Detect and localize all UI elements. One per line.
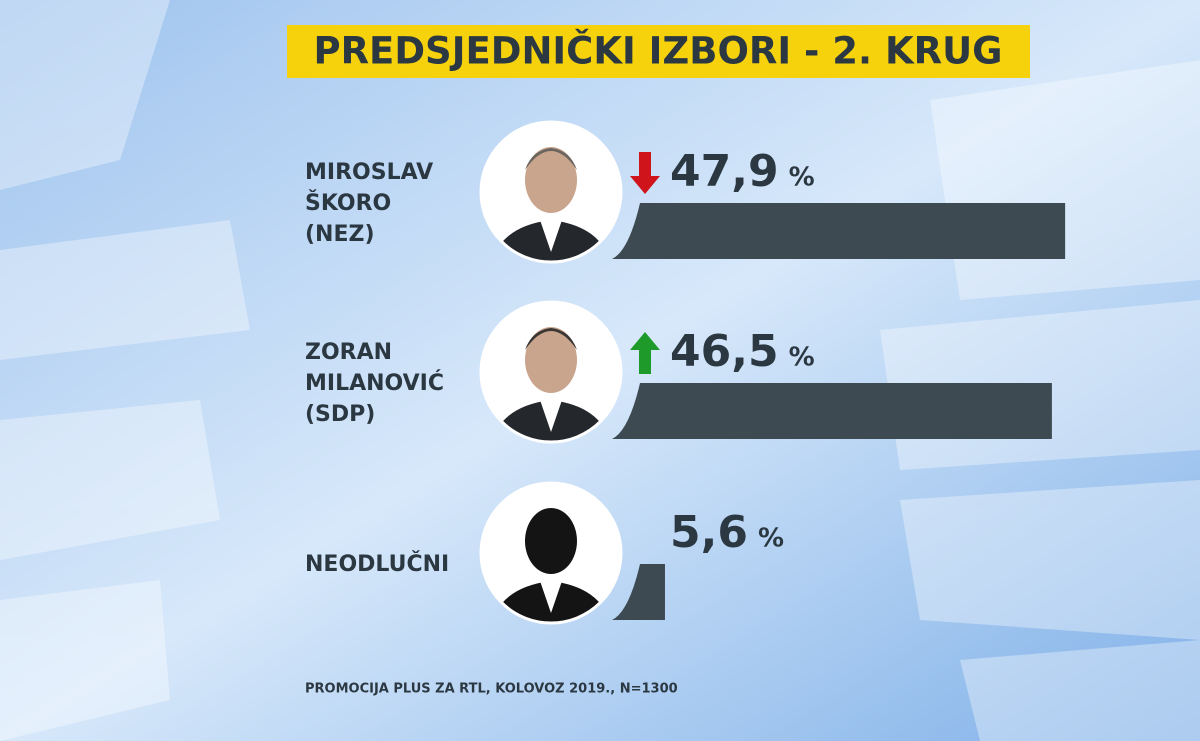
chart-title: PREDSJEDNIČKI IZBORI - 2. KRUG — [313, 29, 1002, 73]
source: PROMOCIJA PLUS ZA RTL, KOLOVOZ 2019., N=… — [305, 682, 678, 697]
hair — [525, 328, 577, 350]
portrait-ring — [479, 481, 623, 625]
category-label: MIROSLAV — [305, 160, 433, 185]
category-label: (NEZ) — [305, 222, 375, 247]
head — [525, 327, 577, 393]
unit-label: % — [789, 163, 815, 193]
category-label: ZORAN — [305, 340, 392, 365]
title-box — [287, 25, 1030, 78]
hair — [525, 148, 577, 170]
trend-arrow — [630, 152, 660, 194]
shirt — [540, 220, 562, 252]
portrait — [481, 483, 621, 623]
bar — [612, 564, 665, 620]
value-label: 46,5 — [670, 326, 779, 377]
portrait-ring — [479, 120, 623, 264]
category-label: MILANOVIĆ — [305, 370, 444, 396]
head — [525, 147, 577, 213]
unit-label: % — [789, 343, 815, 373]
category-label: ŠKORO — [305, 190, 391, 216]
bar — [612, 203, 1066, 259]
trend-arrow — [630, 332, 660, 374]
shirt — [540, 581, 562, 613]
category-label: NEODLUČNI — [305, 551, 449, 577]
portrait-ring — [479, 300, 623, 444]
value-label: 5,6 — [670, 507, 748, 558]
unit-label: % — [758, 524, 784, 554]
head — [525, 508, 577, 574]
bar — [612, 383, 1052, 439]
category-label: (SDP) — [305, 402, 375, 427]
shirt — [540, 400, 562, 432]
value-label: 47,9 — [670, 146, 779, 197]
